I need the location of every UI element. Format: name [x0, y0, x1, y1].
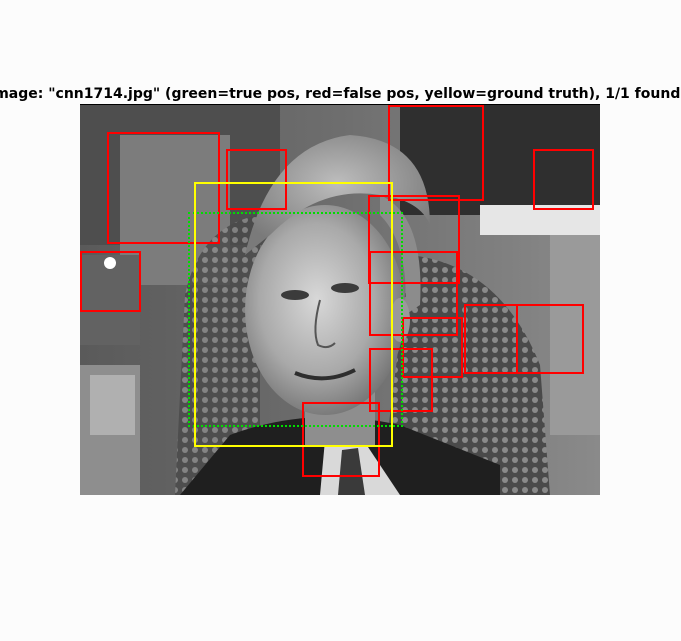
false-positive-box — [369, 251, 458, 336]
false-positive-box — [464, 304, 518, 374]
grayscale-photo-icon — [80, 105, 600, 495]
false-positive-box — [516, 304, 584, 374]
figure-title-text: Image: "cnn1714.jpg" (green=true pos, re… — [0, 86, 681, 102]
false-positive-box — [388, 105, 484, 201]
false-positive-box — [533, 149, 594, 210]
false-positive-box — [226, 149, 287, 210]
false-positive-box — [368, 195, 460, 284]
figure-title: Image: "cnn1714.jpg" (green=true pos, re… — [0, 84, 681, 104]
false-positive-box — [107, 132, 220, 244]
detection-image — [80, 104, 600, 495]
true-positive-box — [188, 212, 403, 427]
false-positive-box — [302, 402, 380, 477]
false-positive-box — [80, 251, 141, 312]
ground-truth-box — [194, 182, 393, 447]
